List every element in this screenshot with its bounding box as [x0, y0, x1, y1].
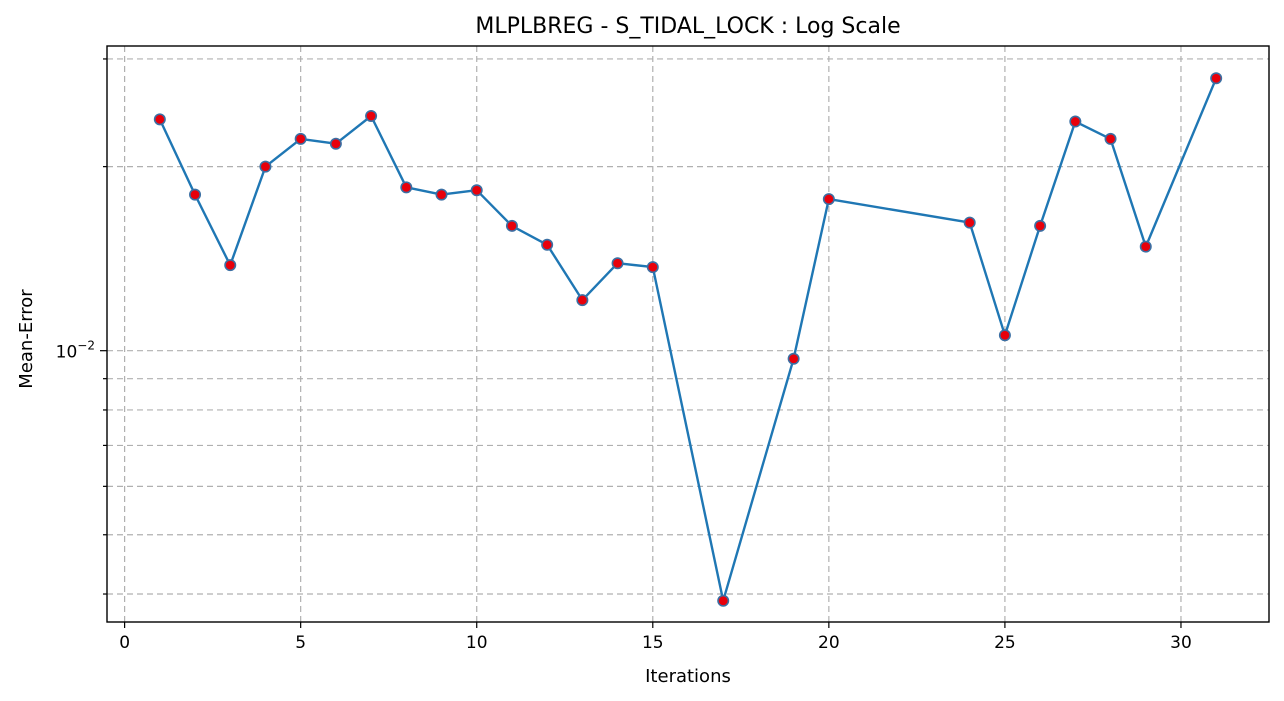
data-point	[189, 188, 202, 201]
series-layer	[153, 72, 1223, 607]
data-point	[576, 294, 589, 307]
data-point	[329, 137, 342, 150]
x-tick-label: 5	[295, 633, 306, 653]
data-point	[400, 181, 413, 194]
chart-title: MLPLBREG - S_TIDAL_LOCK : Log Scale	[475, 14, 900, 39]
data-point	[224, 259, 237, 272]
data-point	[1139, 240, 1152, 253]
data-point	[717, 594, 730, 607]
x-tick-label: 30	[1170, 633, 1192, 653]
data-point	[365, 110, 378, 123]
data-point	[470, 184, 483, 197]
ticks: 0 5 10 15 20 25 30 10−2	[56, 58, 1192, 653]
grid	[107, 46, 1269, 622]
data-point	[153, 113, 166, 126]
x-tick-label: 15	[642, 633, 664, 653]
data-point	[822, 193, 835, 206]
data-point	[1069, 115, 1082, 128]
data-point	[646, 261, 659, 274]
data-point	[1210, 72, 1223, 85]
x-tick-label: 10	[466, 633, 488, 653]
data-point	[787, 352, 800, 365]
data-point	[541, 238, 554, 251]
x-tick-label: 25	[994, 633, 1016, 653]
x-tick-label: 0	[119, 633, 130, 653]
data-point	[1034, 219, 1047, 232]
x-tick-label: 20	[818, 633, 840, 653]
series-line	[158, 77, 1218, 602]
data-point	[963, 216, 976, 229]
data-point	[611, 257, 624, 270]
y-axis-label: Mean-Error	[16, 289, 37, 389]
data-point	[259, 160, 272, 173]
x-axis-label: Iterations	[645, 666, 731, 687]
data-point	[998, 329, 1011, 342]
data-point	[435, 188, 448, 201]
y-tick-label: 10−2	[56, 339, 95, 363]
plot-frame	[106, 45, 1270, 623]
data-point	[1104, 132, 1117, 145]
data-point	[505, 219, 518, 232]
data-point	[294, 132, 307, 145]
